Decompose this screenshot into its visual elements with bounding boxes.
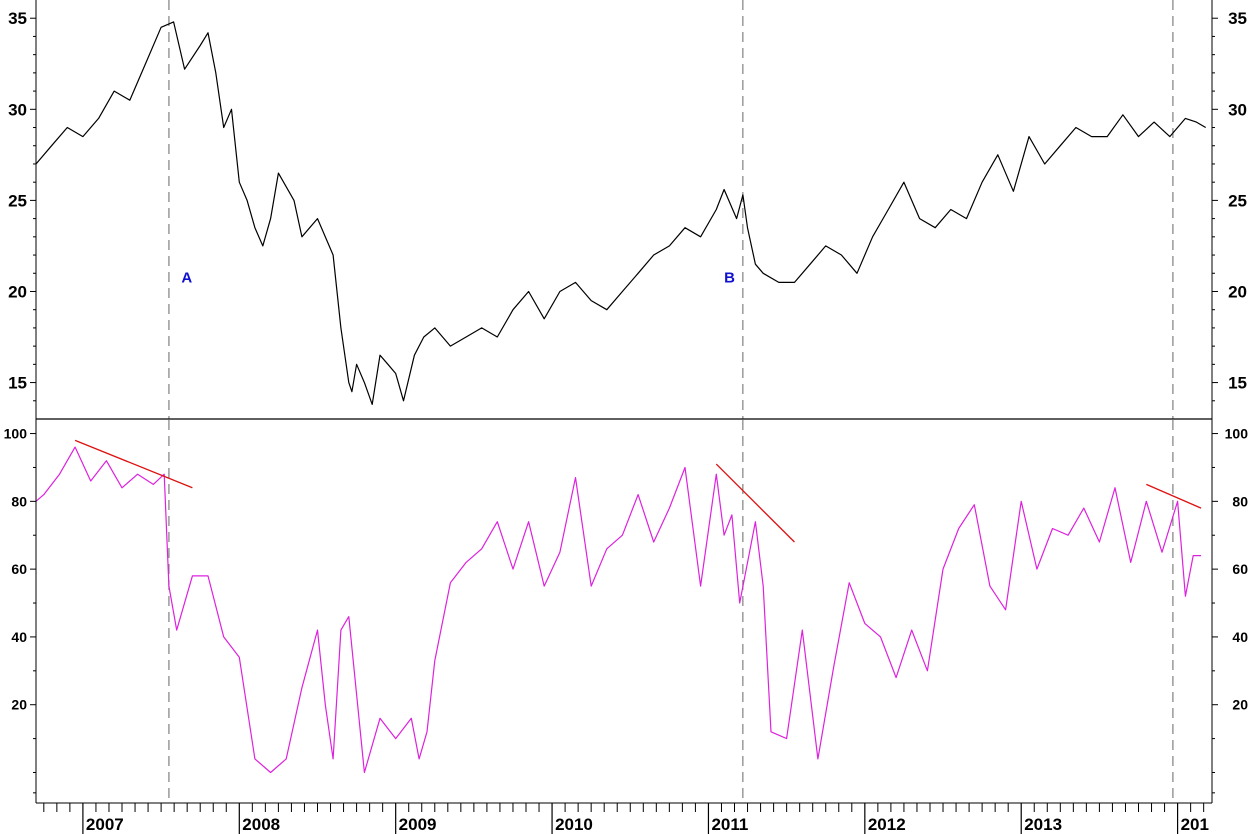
annotation-label: B [724,269,735,286]
y-tick-label: 35 [1228,9,1247,28]
x-tick-label: 2010 [555,815,593,834]
y-tick-label: 40 [1232,629,1248,645]
y-tick-label: 35 [8,9,27,28]
x-axis: 2007 2008 2009 2010 2011 2012 2013 201 [43,803,1209,834]
annotation-label: A [181,269,192,286]
y-tick-label: 25 [1228,191,1247,210]
y-tick-label: 80 [1232,493,1248,509]
oscillator-line [35,446,1202,774]
y-tick-label: 20 [1228,282,1247,301]
y-tick-label: 15 [1228,374,1247,393]
x-tick-label: 2011 [711,815,748,834]
y-tick-label: 20 [11,697,27,713]
y-tick-label: 20 [8,282,27,301]
trend-line [1146,483,1202,509]
x-tick-label: 201 [1181,815,1209,834]
trend-line [715,463,795,543]
x-tick-label: 2012 [868,815,906,834]
x-tick-label: 2007 [86,815,124,834]
x-tick-label: 2008 [242,815,280,834]
oscillator-panel [35,420,1202,803]
y-tick-label: 80 [11,493,27,509]
trend-line [74,439,193,489]
y-tick-label: 60 [1232,561,1248,577]
x-tick-label: 2013 [1024,815,1062,834]
y-tick-label: 30 [1228,100,1247,119]
y-tick-label: 100 [4,426,28,442]
x-tick-label: 2009 [399,815,437,834]
y-tick-label: 20 [1232,697,1248,713]
y-tick-label: 60 [11,561,27,577]
y-tick-label: 25 [8,191,27,210]
y-tick-label: 40 [11,629,27,645]
y-tick-label: 100 [1225,426,1249,442]
chart-axes: 15 15 20 20 25 25 30 30 35 35 20 20 40 40 60 60 80 80 100 1… [4,0,1249,804]
price-line [35,21,1207,405]
y-tick-label: 15 [8,374,27,393]
y-tick-label: 30 [8,100,27,119]
